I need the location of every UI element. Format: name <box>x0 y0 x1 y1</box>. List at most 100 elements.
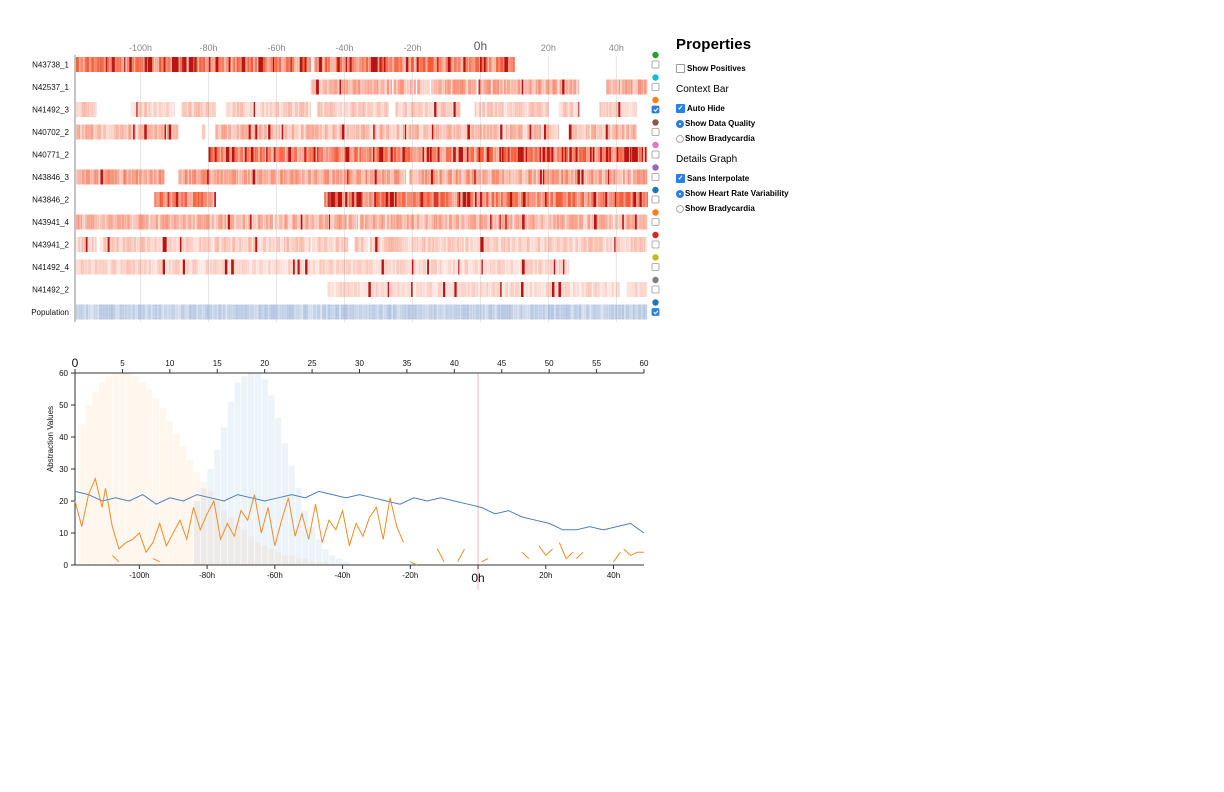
heatmap-cell <box>419 214 422 230</box>
heatmap-cell <box>340 147 343 162</box>
heatmap-cell <box>421 304 425 320</box>
heatmap-cell <box>460 214 462 230</box>
heatmap-cell <box>402 282 406 297</box>
show-data-quality-radio[interactable] <box>676 119 684 128</box>
heatmap-cell <box>277 214 280 230</box>
heatmap-cell <box>355 192 358 207</box>
heatmap-cell <box>102 169 106 185</box>
show-positives-checkbox[interactable] <box>676 64 685 73</box>
row-checkbox[interactable] <box>651 173 660 181</box>
heatmap-cell <box>260 102 263 117</box>
heatmap-cell <box>332 169 334 185</box>
heatmap-cell <box>626 169 629 185</box>
heatmap-cell <box>368 169 371 185</box>
context-show-data-quality-option[interactable]: Show Data Quality <box>676 116 936 131</box>
heatmap-cell <box>163 214 167 230</box>
heatmap-cell <box>550 169 553 185</box>
heatmap-cell <box>607 192 610 207</box>
heatmap-cell <box>150 214 153 230</box>
row-checkbox[interactable] <box>651 218 660 226</box>
heatmap-cell <box>532 259 536 275</box>
row-checkbox[interactable] <box>651 263 660 271</box>
heatmap-cell <box>105 304 108 320</box>
heatmap-cell <box>632 147 635 162</box>
show-bradycardia-radio[interactable] <box>676 134 684 143</box>
auto-hide-checkbox[interactable]: ✓ <box>676 104 685 113</box>
heatmap-cell <box>476 192 479 207</box>
heatmap-cell <box>404 259 408 275</box>
row-checkbox[interactable] <box>651 128 660 136</box>
heatmap-cell <box>473 169 475 185</box>
row-checkbox[interactable] <box>651 83 660 91</box>
row-checkbox[interactable] <box>651 285 660 294</box>
heatmap-cell <box>606 214 608 230</box>
heatmap-cell <box>243 124 245 140</box>
row-checkbox[interactable] <box>651 60 660 69</box>
heatmap-cell <box>264 147 267 162</box>
heatmap-cell <box>255 304 257 320</box>
heatmap-cell <box>273 237 276 252</box>
heatmap-cell <box>109 124 113 140</box>
heatmap-cell <box>186 102 189 117</box>
heatmap-cell <box>149 57 153 72</box>
row-checkbox[interactable] <box>651 240 660 249</box>
heatmap-cell <box>641 147 643 162</box>
show-positives-toggle[interactable]: Show Positives <box>676 61 936 76</box>
heatmap-cell <box>413 169 417 185</box>
heatmap-cell <box>359 192 362 207</box>
context-auto-hide-option[interactable]: ✓ Auto Hide <box>676 101 936 116</box>
row-checkbox[interactable] <box>651 105 660 114</box>
heatmap-cell <box>377 169 381 185</box>
heatmap-cell <box>146 57 149 72</box>
heatmap-cell <box>637 192 640 207</box>
heatmap-cell <box>419 79 422 95</box>
heatmap-cell <box>544 147 548 162</box>
heatmap-cell <box>455 237 457 252</box>
heatmap-cell <box>227 259 229 275</box>
heatmap-cell <box>190 169 193 185</box>
heatmap-cell <box>259 304 261 320</box>
details-show-bradycardia-option[interactable]: Show Bradycardia <box>676 201 936 216</box>
heatmap-cell <box>491 237 495 252</box>
show-bradycardia-radio[interactable] <box>676 204 684 213</box>
heatmap-cell <box>566 237 568 252</box>
heatmap-cell <box>79 237 83 252</box>
heatmap-cell <box>175 214 179 230</box>
heatmap-cell <box>503 282 506 297</box>
heatmap-cell <box>448 147 450 162</box>
row-checkbox[interactable] <box>651 150 660 159</box>
heatmap-cell <box>447 282 450 297</box>
heatmap-cell <box>222 304 226 320</box>
heatmap-cell <box>562 192 564 207</box>
context-show-bradycardia-option[interactable]: Show Bradycardia <box>676 131 936 146</box>
heatmap-cell <box>391 304 394 320</box>
heatmap-cell <box>575 147 578 162</box>
heatmap-cell <box>566 259 569 275</box>
heatmap-cell <box>215 57 219 72</box>
heatmap-cell <box>569 79 572 95</box>
heatmap-cell <box>613 282 617 297</box>
context-bar-heading: Context Bar <box>676 84 729 95</box>
heatmap-cell <box>330 79 333 95</box>
heatmap-cell <box>308 102 311 117</box>
heatmap-cell <box>541 214 544 230</box>
row-checkbox[interactable] <box>651 308 660 316</box>
heatmap-cell <box>90 259 92 275</box>
details-sans-interpolate-option[interactable]: ✓ Sans Interpolate <box>676 171 936 186</box>
heatmap-cell <box>373 282 377 297</box>
heatmap-cell <box>130 304 134 320</box>
heatmap-cell <box>120 57 123 72</box>
heatmap-cell <box>509 192 513 207</box>
heatmap-cell <box>644 237 648 252</box>
sans-interpolate-checkbox[interactable]: ✓ <box>676 174 685 183</box>
row-checkbox[interactable] <box>651 195 660 204</box>
details-show-heart-rate-variability-option[interactable]: Show Heart Rate Variability <box>676 186 936 201</box>
auto-hide-label: Auto Hide <box>687 104 725 113</box>
heatmap-cell <box>184 102 187 117</box>
heatmap-cell <box>465 237 467 252</box>
heatmap-cell <box>384 79 388 95</box>
heatmap-cell <box>121 259 124 275</box>
histogram-bar <box>248 373 255 565</box>
show-heart-rate-variability-radio[interactable] <box>676 189 684 198</box>
heatmap-cell <box>465 147 468 162</box>
